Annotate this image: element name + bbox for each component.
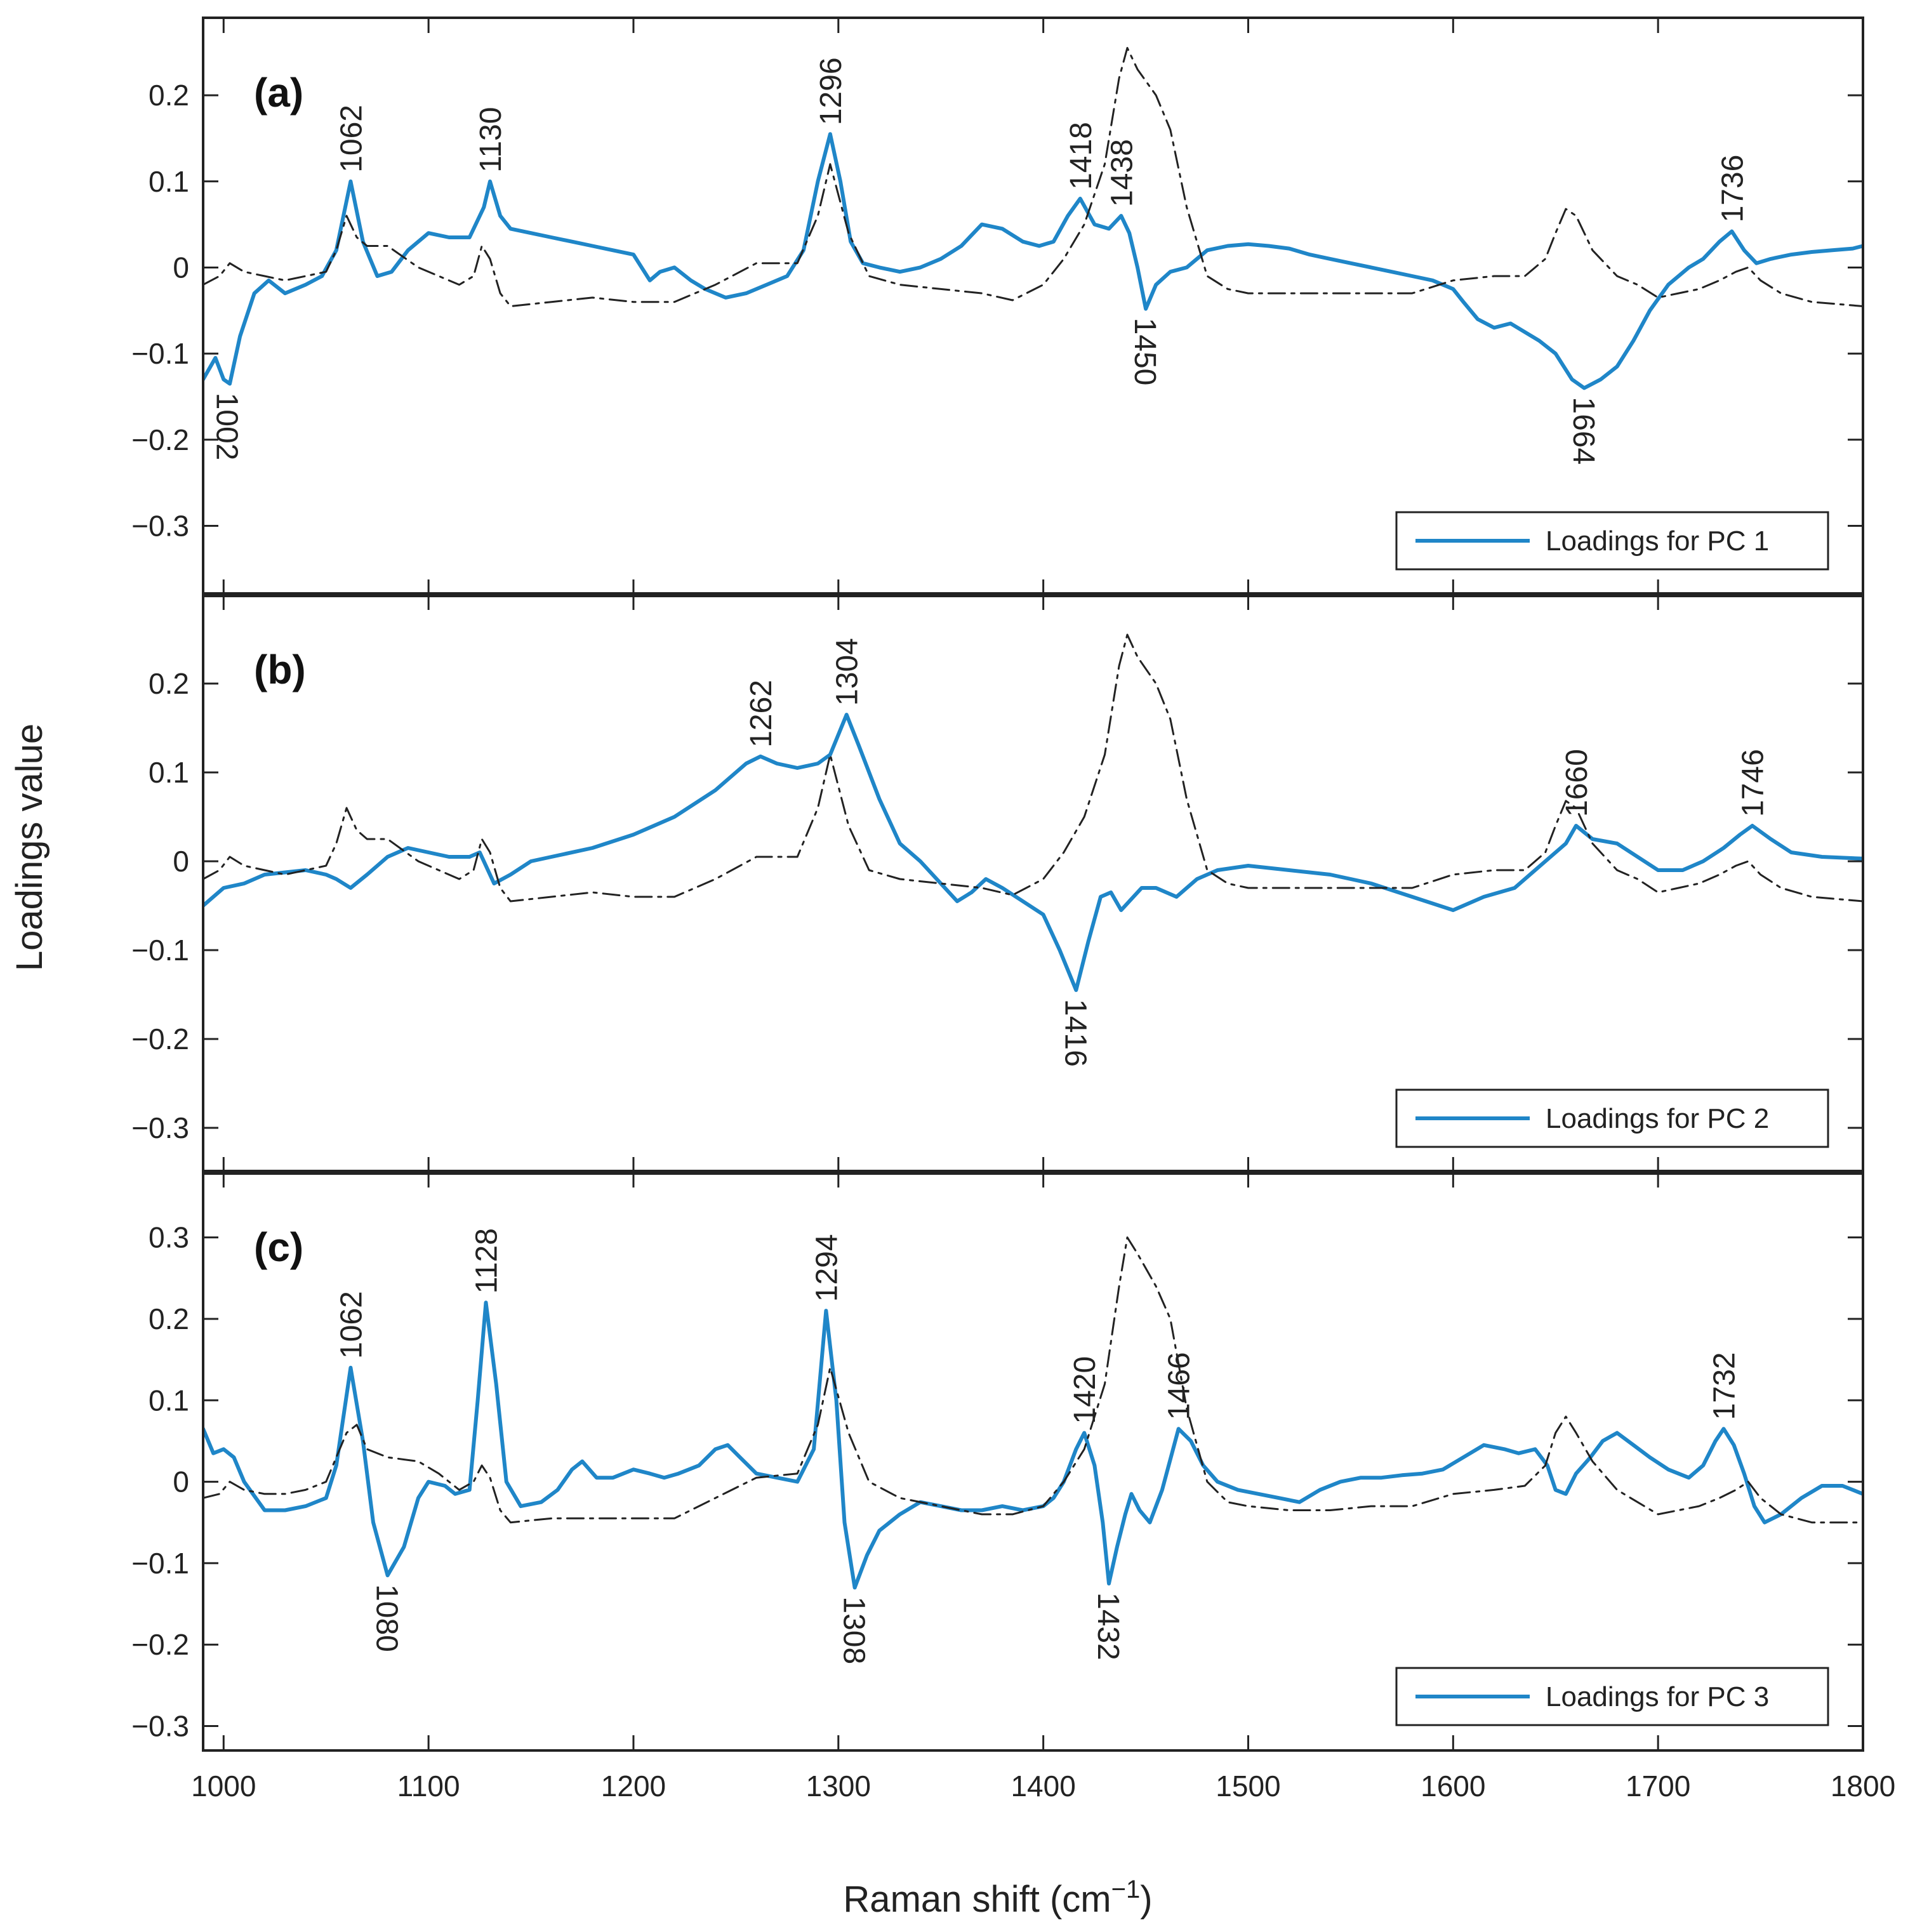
peak-label: 1296 xyxy=(814,57,848,125)
x-tick-label: 1800 xyxy=(1831,1770,1895,1803)
legend: Loadings for PC 3 xyxy=(1395,1667,1829,1726)
y-tick-label: 0 xyxy=(173,1466,189,1499)
y-tick-label: 0.1 xyxy=(149,756,189,789)
panel-series-group xyxy=(203,1236,1863,1590)
peak-label: 1450 xyxy=(1128,318,1162,386)
y-tick-label: 0 xyxy=(173,251,189,284)
legend-label: Loadings for PC 2 xyxy=(1546,1103,1769,1134)
peak-label: 1732 xyxy=(1708,1352,1742,1420)
y-tick-label: 0.2 xyxy=(149,79,189,112)
y-tick-label: −0.1 xyxy=(131,1547,189,1580)
y-tick-label: −0.1 xyxy=(131,934,189,967)
legend: Loadings for PC 2 xyxy=(1395,1088,1829,1148)
panel-tag: (b) xyxy=(254,647,306,692)
x-axis-title-superscript: −1 xyxy=(1111,1876,1141,1903)
legend-label: Loadings for PC 1 xyxy=(1546,526,1769,557)
loading-series-line xyxy=(203,132,1863,390)
y-tick-label: −0.3 xyxy=(131,1111,189,1144)
y-tick-label: −0.3 xyxy=(131,509,189,542)
panel-3: 0.3 0.2 0.1 0 −0.1 −0.2 −0.3 1062 1080 1128 1294 13… xyxy=(131,1171,1864,1752)
peak-label: 1736 xyxy=(1716,155,1749,223)
x-tick-label: 1000 xyxy=(191,1770,256,1803)
x-axis-title: Raman shift (cm−1) xyxy=(843,1876,1152,1920)
y-tick-label: 0.1 xyxy=(149,165,189,198)
peak-label: 1416 xyxy=(1058,999,1092,1067)
panel-2: 0.2 0.1 0 −0.1 −0.2 −0.3 1262 1304 1416 1660 1746 (… xyxy=(131,593,1864,1174)
y-tick-label: −0.2 xyxy=(131,1628,189,1661)
x-tick-label: 1200 xyxy=(601,1770,666,1803)
y-tick-label: 0.3 xyxy=(149,1221,189,1254)
peak-label: 1664 xyxy=(1567,397,1600,465)
reference-series-line xyxy=(203,1236,1863,1524)
peak-label: 1660 xyxy=(1560,749,1594,817)
y-tick-label: −0.1 xyxy=(131,337,189,370)
peak-label: 1262 xyxy=(745,680,778,748)
x-axis-title-main: Raman shift (cm xyxy=(843,1879,1111,1920)
y-tick-label: −0.2 xyxy=(131,423,189,456)
x-tick-label: 1600 xyxy=(1421,1770,1485,1803)
peak-label: 1062 xyxy=(335,105,368,173)
peak-label: 1304 xyxy=(831,638,865,706)
legend-box xyxy=(1395,511,1829,571)
peak-label: 1062 xyxy=(335,1291,368,1359)
legend-label: Loadings for PC 3 xyxy=(1546,1681,1769,1712)
x-axis-title-close: ) xyxy=(1140,1879,1152,1920)
peak-label: 1746 xyxy=(1737,749,1770,817)
peak-label: 1080 xyxy=(370,1584,404,1652)
x-tick-label: 1100 xyxy=(397,1770,460,1803)
y-axis-title: Loadings value xyxy=(9,724,50,971)
x-tick-label: 1400 xyxy=(1011,1770,1075,1803)
peak-label: 1418 xyxy=(1064,122,1098,190)
reference-series-line xyxy=(203,47,1863,307)
y-tick-label: −0.2 xyxy=(131,1022,189,1055)
panel-series-group xyxy=(203,633,1863,992)
legend: Loadings for PC 1 xyxy=(1395,511,1829,571)
y-tick-label: 0 xyxy=(173,845,189,878)
x-tick-label: 1300 xyxy=(806,1770,871,1803)
x-tick-label: 1700 xyxy=(1626,1770,1690,1803)
panel-tag: (a) xyxy=(254,70,303,116)
peak-label: 1294 xyxy=(810,1234,844,1302)
peak-label: 1130 xyxy=(474,107,508,173)
y-tick-label: 0.2 xyxy=(149,1302,189,1335)
x-tick-label: 1500 xyxy=(1216,1770,1280,1803)
panel-tag: (c) xyxy=(254,1224,303,1270)
y-tick-label: −0.3 xyxy=(131,1710,189,1743)
y-tick-label: 0.2 xyxy=(149,667,189,700)
loading-series-line xyxy=(203,713,1863,992)
reference-series-line xyxy=(203,633,1863,903)
peak-label: 1128 xyxy=(470,1228,504,1294)
peak-label: 1002 xyxy=(210,393,244,461)
peak-label: 1420 xyxy=(1068,1356,1102,1424)
peak-label: 1466 xyxy=(1163,1352,1196,1420)
peak-label: 1308 xyxy=(837,1596,871,1664)
peak-label: 1432 xyxy=(1091,1592,1125,1660)
peak-label: 1438 xyxy=(1105,139,1139,207)
y-tick-label: 0.1 xyxy=(149,1384,189,1417)
panel-series-group xyxy=(203,47,1863,390)
